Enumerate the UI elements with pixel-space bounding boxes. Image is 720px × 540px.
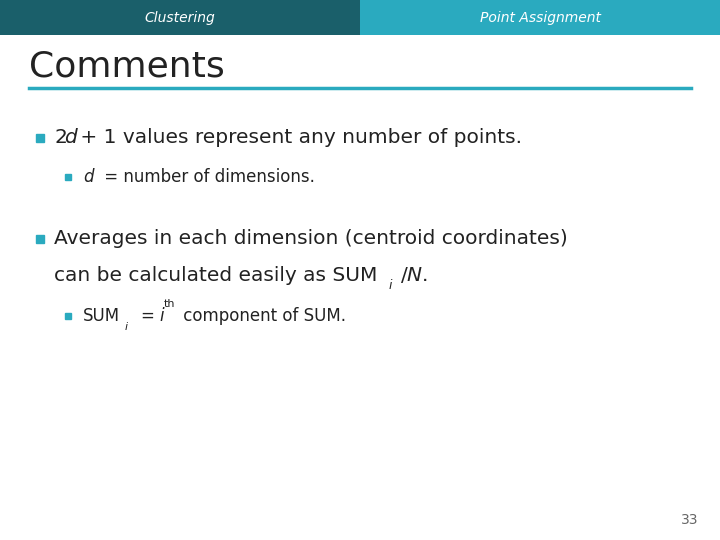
Text: th: th — [163, 299, 175, 309]
Text: /$\it{N}$.: /$\it{N}$. — [400, 265, 428, 286]
Text: component of SUM.: component of SUM. — [178, 307, 346, 325]
Text: $i$: $i$ — [124, 320, 129, 332]
Text: Point Assignment: Point Assignment — [480, 11, 600, 24]
Text: 33: 33 — [681, 512, 698, 526]
Bar — [360, 0, 720, 35]
Text: = number of dimensions.: = number of dimensions. — [99, 168, 315, 186]
Text: $i$: $i$ — [388, 278, 394, 292]
Bar — [0, 0, 360, 35]
Text: Comments: Comments — [29, 50, 225, 84]
Text: 2: 2 — [54, 128, 67, 147]
Text: = $\it{i}$: = $\it{i}$ — [135, 307, 166, 325]
Text: Clustering: Clustering — [145, 11, 215, 24]
Text: $d$: $d$ — [64, 128, 79, 147]
Text: Averages in each dimension (centroid coordinates): Averages in each dimension (centroid coo… — [54, 229, 568, 248]
Text: can be calculated easily as SUM: can be calculated easily as SUM — [54, 266, 377, 285]
Text: $d$: $d$ — [83, 168, 96, 186]
Text: + 1 values represent any number of points.: + 1 values represent any number of point… — [74, 128, 522, 147]
Text: SUM: SUM — [83, 307, 120, 325]
